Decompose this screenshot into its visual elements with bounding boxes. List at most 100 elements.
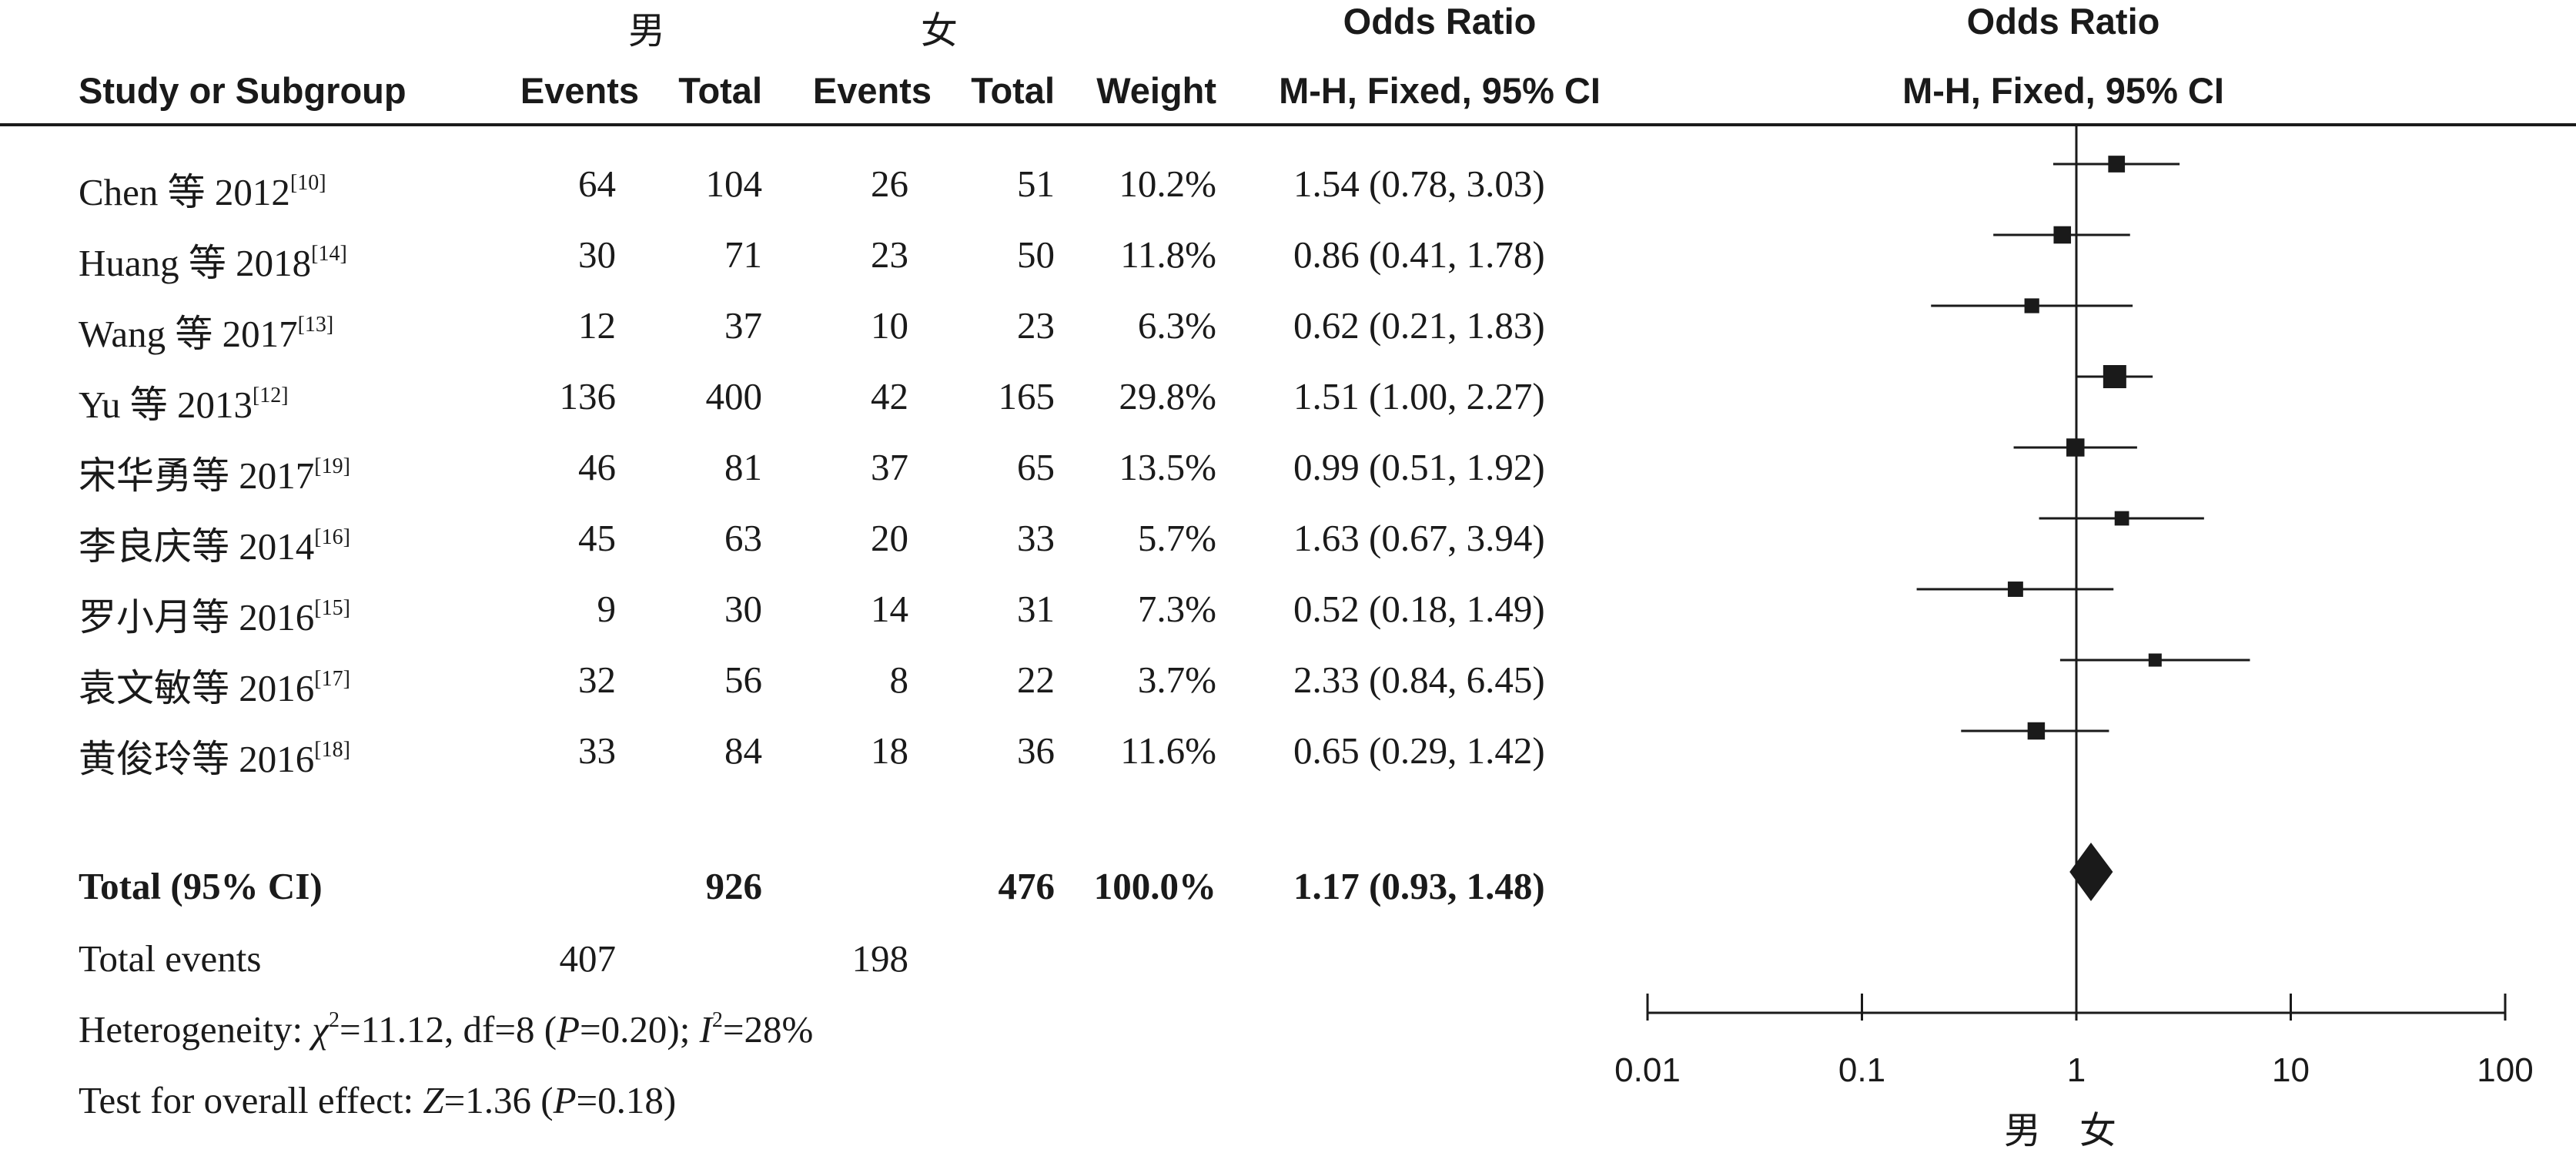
study-weight: 10.2% [1119, 163, 1216, 205]
study-weight: 11.8% [1120, 233, 1216, 276]
study-events2: 10 [871, 304, 908, 347]
x-tick-label: 1 [2067, 1051, 2086, 1089]
x-tick-label: 10 [2272, 1051, 2310, 1089]
total-events-e1: 407 [559, 937, 617, 980]
study-events2: 26 [871, 163, 908, 205]
study-weight: 13.5% [1119, 446, 1216, 488]
study-events1: 9 [597, 588, 617, 630]
x-tick-label: 100 [2477, 1051, 2533, 1089]
study-total1: 63 [724, 517, 762, 559]
study-events1: 32 [578, 659, 616, 701]
study-events2: 14 [871, 588, 908, 630]
study-point [2108, 156, 2126, 173]
study-name: 袁文敏等 2016[17] [79, 667, 350, 709]
study-name: 黄俊玲等 2016[18] [79, 738, 350, 780]
study-total2: 51 [1017, 163, 1055, 205]
x-tick-label: 0.01 [1614, 1051, 1681, 1089]
total-t2: 476 [998, 865, 1055, 907]
study-point [2148, 653, 2162, 667]
study-total2: 50 [1017, 233, 1055, 276]
total-t1: 926 [705, 865, 763, 907]
study-ci: 1.51 (1.00, 2.27) [1293, 375, 1545, 417]
study-total2: 65 [1017, 446, 1055, 488]
events2-header: Events [812, 70, 932, 111]
study-events1: 136 [559, 375, 617, 417]
study-total2: 31 [1017, 588, 1055, 630]
study-point [2027, 722, 2046, 740]
study-ci: 0.99 (0.51, 1.92) [1293, 446, 1545, 488]
study-total1: 84 [724, 729, 762, 772]
study-name: 罗小月等 2016[15] [79, 596, 350, 639]
total2-header: Total [971, 70, 1055, 111]
study-point [2103, 365, 2126, 388]
study-point [2024, 298, 2039, 313]
study-total2: 33 [1017, 517, 1055, 559]
study-name: 宋华勇等 2017[19] [79, 454, 350, 497]
study-total1: 71 [724, 233, 762, 276]
study-ci: 0.86 (0.41, 1.78) [1293, 233, 1545, 276]
plot-method-header: M-H, Fixed, 95% CI [1902, 70, 2224, 111]
plot-title: Odds Ratio [1966, 1, 2160, 42]
study-ci: 1.63 (0.67, 3.94) [1293, 517, 1545, 559]
x-tick-label: 0.1 [1838, 1051, 1885, 1089]
study-weight: 7.3% [1137, 588, 1216, 630]
total-ci: 1.17 (0.93, 1.48) [1293, 865, 1545, 907]
study-weight: 5.7% [1137, 517, 1216, 559]
overall-effect-text: Test for overall effect: Z=1.36 (P=0.18) [79, 1079, 677, 1121]
study-events1: 12 [578, 304, 616, 347]
study-events1: 30 [578, 233, 616, 276]
or-method-header: M-H, Fixed, 95% CI [1279, 70, 1601, 111]
study-name: Yu 等 2013[12] [79, 384, 289, 426]
total-events-label: Total events [79, 937, 262, 980]
study-point [2007, 582, 2023, 597]
study-total2: 23 [1017, 304, 1055, 347]
heterogeneity-text: Heterogeneity: χ2=11.12, df=8 (P=0.20); … [79, 1008, 814, 1051]
x-label-left: 男 [2004, 1109, 2041, 1152]
study-events1: 64 [578, 163, 616, 205]
study-total1: 104 [705, 163, 763, 205]
study-total1: 30 [724, 588, 762, 630]
group2-header: 女 [920, 9, 958, 52]
total-weight: 100.0% [1093, 865, 1216, 907]
total1-header: Total [678, 70, 762, 111]
weight-header: Weight [1096, 70, 1216, 111]
study-point [2053, 226, 2072, 244]
study-ci: 1.54 (0.78, 3.03) [1293, 163, 1545, 205]
study-header: Study or Subgroup [79, 70, 406, 111]
study-ci: 0.52 (0.18, 1.49) [1293, 588, 1545, 630]
study-point [2066, 438, 2085, 457]
study-point [2114, 511, 2129, 526]
study-ci: 0.62 (0.21, 1.83) [1293, 304, 1545, 347]
or-column-title: Odds Ratio [1343, 1, 1537, 42]
study-name: Huang 等 2018[14] [79, 242, 347, 284]
study-ci: 2.33 (0.84, 6.45) [1293, 659, 1545, 701]
study-total1: 400 [705, 375, 763, 417]
study-name: Wang 等 2017[13] [79, 313, 334, 355]
study-name: Chen 等 2012[10] [79, 171, 326, 213]
study-ci: 0.65 (0.29, 1.42) [1293, 729, 1545, 772]
study-total1: 37 [724, 304, 762, 347]
study-events2: 8 [889, 659, 909, 701]
study-name: 李良庆等 2014[16] [79, 525, 350, 568]
group1-header: 男 [627, 9, 665, 52]
study-events2: 42 [871, 375, 908, 417]
study-total1: 81 [724, 446, 762, 488]
study-weight: 11.6% [1120, 729, 1216, 772]
study-weight: 6.3% [1137, 304, 1216, 347]
study-events2: 37 [871, 446, 908, 488]
total-events-e2: 198 [851, 937, 909, 980]
study-total2: 165 [998, 375, 1055, 417]
study-total1: 56 [724, 659, 762, 701]
study-weight: 29.8% [1119, 375, 1216, 417]
study-events1: 45 [578, 517, 616, 559]
summary-diamond [2069, 843, 2113, 901]
study-events2: 18 [871, 729, 908, 772]
study-events2: 23 [871, 233, 908, 276]
study-events2: 20 [871, 517, 908, 559]
events1-header: Events [520, 70, 639, 111]
study-total2: 36 [1017, 729, 1055, 772]
study-weight: 3.7% [1137, 659, 1216, 701]
x-label-right: 女 [2079, 1109, 2116, 1152]
study-total2: 22 [1017, 659, 1055, 701]
